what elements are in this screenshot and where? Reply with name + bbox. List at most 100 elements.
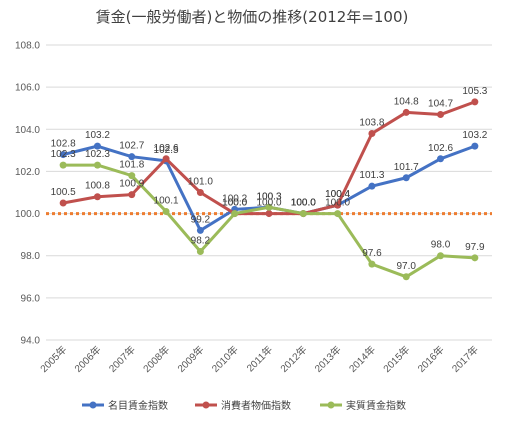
x-tick-label: 2007年: [106, 343, 138, 375]
series-2-point: [334, 210, 342, 218]
series-2-point: [93, 161, 101, 169]
legend-label: 消費者物価指数: [221, 399, 291, 412]
data-label: 104.7: [428, 99, 453, 110]
data-label: 100.8: [85, 181, 110, 192]
data-label: 100.0: [291, 198, 316, 209]
series-0-point: [402, 174, 410, 182]
data-label: 105.3: [462, 86, 487, 97]
data-label: 100.0: [222, 198, 247, 209]
series-1-point: [196, 189, 204, 196]
data-label: 100.0: [222, 198, 247, 209]
series-1-point: [162, 155, 170, 163]
series-layer: [59, 98, 479, 281]
series-2-point: [368, 260, 376, 268]
data-label: 101.3: [359, 170, 384, 181]
series-0-point: [128, 153, 136, 161]
data-label: 103.2: [462, 130, 487, 141]
x-tick-label: 2011年: [244, 343, 275, 374]
data-label: 101.7: [394, 162, 419, 173]
x-tick-label: 2010年: [209, 343, 241, 375]
series-0-point: [59, 151, 67, 159]
series-1-point: [437, 111, 445, 119]
series-0-point: [368, 182, 376, 190]
data-label: 100.4: [325, 189, 350, 200]
data-label: 100.0: [256, 198, 281, 209]
series-2-point: [471, 254, 479, 262]
series-1-point: [128, 191, 136, 199]
legend-label: 名目賃金指数: [108, 399, 168, 412]
series-1-point: [334, 201, 342, 209]
x-tick-label: 2017年: [449, 343, 481, 375]
legend-marker-2: [327, 401, 335, 409]
data-label: 97.9: [465, 242, 485, 253]
x-axis-ticks: 2005年 2006年 2007年 2008年 2009年 2010年 2011年 2012年…: [37, 343, 481, 375]
legend: 名目賃金指数 消費者物価指数 実質賃金指数: [82, 399, 406, 412]
x-tick-label: 2009年: [175, 343, 207, 375]
data-label: 97.6: [362, 248, 382, 259]
series-2-point: [128, 172, 136, 180]
data-label: 102.3: [51, 149, 76, 160]
y-tick-label: 108.0: [15, 41, 40, 52]
data-label: 100.4: [325, 189, 350, 200]
series-0-point: [437, 155, 445, 163]
series-0-point: [93, 142, 101, 150]
x-tick-label: 2015年: [380, 343, 412, 375]
x-tick-label: 2006年: [72, 343, 104, 375]
data-label: 101.8: [119, 160, 144, 171]
chart-title: 賃金(一般労働者)と物価の推移(2012年=100): [96, 8, 409, 26]
series-1-point: [368, 130, 376, 137]
data-label: 100.2: [222, 193, 247, 204]
data-label: 98.0: [431, 240, 451, 251]
y-tick-label: 102.0: [15, 167, 40, 178]
data-label: 100.9: [119, 179, 144, 190]
data-label: 100.3: [256, 191, 281, 202]
series-2-point: [437, 252, 445, 260]
data-label: 102.6: [428, 143, 453, 154]
series-2-point: [196, 248, 204, 255]
series-2-point: [402, 273, 410, 281]
series-1-point: [93, 193, 101, 201]
x-tick-label: 2013年: [312, 343, 344, 375]
y-axis-ticks: 94.0 96.0 98.0 100.0 102.0 104.0 106.0 108.0: [15, 41, 40, 347]
x-tick-label: 2014年: [346, 343, 378, 375]
data-label: 99.2: [191, 214, 211, 225]
series-0-point: [196, 226, 204, 234]
y-tick-label: 96.0: [21, 293, 41, 304]
data-label: 104.8: [394, 96, 419, 107]
series-1-point: [265, 210, 273, 218]
data-label: 98.2: [191, 236, 211, 247]
y-tick-label: 104.0: [15, 125, 40, 136]
series-1-point: [402, 108, 410, 116]
data-label: 100.1: [154, 195, 179, 206]
legend-marker-1: [202, 401, 210, 409]
series-2-point: [231, 210, 239, 218]
data-label: 102.8: [51, 139, 76, 150]
data-label: 100.0: [291, 198, 316, 209]
legend-marker-0: [89, 401, 97, 409]
y-tick-label: 98.0: [21, 251, 41, 262]
x-tick-label: 2012年: [277, 343, 309, 375]
x-tick-label: 2008年: [140, 343, 172, 375]
data-label: 101.0: [188, 177, 213, 188]
x-tick-label: 2005年: [37, 343, 69, 375]
data-label: 100.0: [291, 198, 316, 209]
series-1-point: [59, 199, 67, 207]
data-label: 102.3: [85, 149, 110, 160]
series-1-point: [471, 98, 479, 106]
legend-label: 実質賃金指数: [346, 399, 406, 412]
series-0-point: [471, 142, 479, 150]
data-label: 103.8: [359, 118, 384, 129]
y-tick-label: 106.0: [15, 83, 40, 94]
data-label: 100.5: [51, 187, 76, 198]
series-2-point: [59, 161, 67, 169]
data-label: 102.7: [119, 141, 144, 152]
y-tick-label: 94.0: [21, 336, 41, 347]
data-label: 100.3: [256, 191, 281, 202]
x-tick-label: 2016年: [415, 343, 447, 375]
y-tick-label: 100.0: [15, 209, 40, 220]
series-2-point: [265, 203, 273, 211]
data-label: 97.0: [396, 261, 416, 272]
data-label: 102.5: [154, 145, 179, 156]
